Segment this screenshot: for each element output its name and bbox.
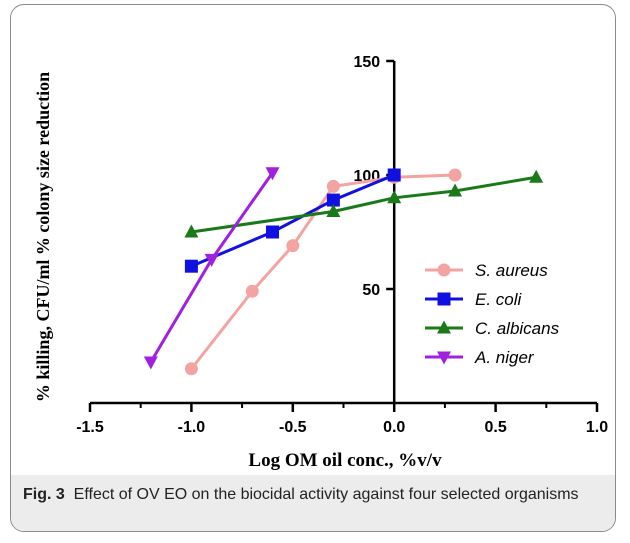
x-tick-label: -1.5 <box>76 419 104 436</box>
caption-text: Effect of OV EO on the biocidal activity… <box>73 486 579 503</box>
data-point <box>387 168 401 182</box>
legend-marker <box>437 292 451 306</box>
series-line <box>149 171 274 363</box>
data-point <box>387 190 402 204</box>
figure-frame: -1.5 -1.0 -0.5 0.0 0.5 1.0 50 100 150 S. aureus E… <box>10 4 616 532</box>
legend-label: C. albicans <box>475 319 560 338</box>
data-point <box>265 167 280 181</box>
data-point <box>245 284 259 298</box>
legend-marker <box>437 351 451 365</box>
data-point <box>286 239 300 253</box>
series-s-aureus <box>184 168 462 376</box>
x-tick-label: -0.5 <box>279 419 307 436</box>
data-point <box>204 253 219 267</box>
legend-label: A. niger <box>474 348 535 367</box>
data-point <box>143 356 158 370</box>
data-point <box>326 203 341 217</box>
x-tick-label: -1.0 <box>178 419 206 436</box>
data-point <box>266 225 280 239</box>
y-tick-label: 50 <box>362 282 380 299</box>
x-tick-label: 0.5 <box>484 419 506 436</box>
legend-marker <box>437 320 451 334</box>
data-point <box>326 193 340 207</box>
legend-label: E. coli <box>475 290 523 309</box>
x-tick-label: 0.0 <box>383 419 405 436</box>
data-point <box>184 259 198 273</box>
series-layer <box>143 167 544 376</box>
series-c-albicans <box>184 169 544 238</box>
series-line <box>190 173 456 370</box>
series-line <box>191 175 537 234</box>
legend-entry: C. albicans <box>425 319 560 338</box>
data-point <box>448 183 463 197</box>
legend-entry: A. niger <box>425 348 535 367</box>
legend-entry: S. aureus <box>425 261 548 280</box>
data-point <box>326 179 340 193</box>
series-line <box>190 173 395 268</box>
series-e-coli <box>184 168 401 273</box>
legend: S. aureus E. coli C. albicans A. niger <box>425 261 560 367</box>
series-a-niger <box>143 167 280 370</box>
caption-label: Fig. 3 <box>23 486 65 503</box>
x-tick-label: 1.0 <box>586 419 608 436</box>
legend-entry: E. coli <box>425 290 523 309</box>
legend-label: S. aureus <box>475 261 548 280</box>
y-tick-label: 150 <box>353 54 380 71</box>
data-point <box>184 224 199 238</box>
y-axis-label: % killing, CFU/ml % colony size reductio… <box>33 72 53 402</box>
data-point <box>184 362 198 376</box>
legend-marker <box>437 263 451 277</box>
data-point <box>529 169 544 183</box>
figure-caption: Fig. 3 Effect of OV EO on the biocidal a… <box>11 475 615 531</box>
x-axis-label: Log OM oil conc., %v/v <box>248 450 442 471</box>
data-point <box>448 168 462 182</box>
